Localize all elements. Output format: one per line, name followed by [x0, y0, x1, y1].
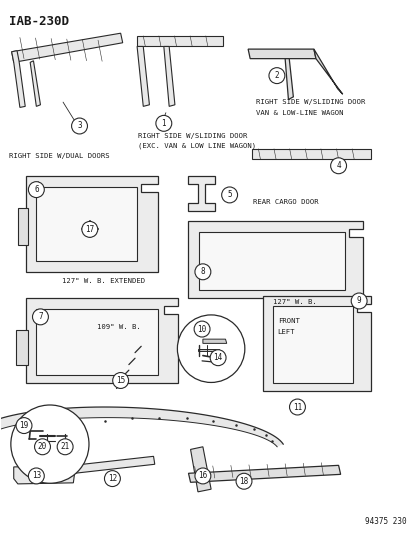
Circle shape	[112, 373, 128, 389]
Text: (EXC. VAN & LOW LINE WAGON): (EXC. VAN & LOW LINE WAGON)	[138, 143, 256, 149]
Circle shape	[350, 293, 366, 309]
Text: FRONT: FRONT	[277, 318, 299, 325]
Text: 18: 18	[239, 477, 248, 486]
Polygon shape	[26, 298, 178, 383]
Polygon shape	[30, 61, 40, 107]
Polygon shape	[36, 187, 137, 261]
Circle shape	[57, 439, 73, 455]
Text: 7: 7	[38, 312, 43, 321]
Text: RIGHT SIDE W/SLIDING DOOR: RIGHT SIDE W/SLIDING DOOR	[138, 133, 247, 139]
Circle shape	[28, 468, 44, 484]
Polygon shape	[188, 176, 215, 211]
Text: 94375 230: 94375 230	[364, 516, 406, 526]
Circle shape	[177, 315, 244, 383]
Polygon shape	[190, 447, 211, 492]
Polygon shape	[252, 149, 370, 159]
Circle shape	[195, 264, 210, 280]
Text: 15: 15	[116, 376, 125, 385]
Text: 13: 13	[32, 471, 41, 480]
Polygon shape	[197, 349, 219, 351]
Circle shape	[34, 439, 50, 455]
Text: 19: 19	[19, 421, 28, 430]
Text: 5: 5	[227, 190, 231, 199]
Polygon shape	[202, 339, 226, 343]
Polygon shape	[285, 59, 293, 100]
Polygon shape	[26, 176, 157, 272]
Circle shape	[268, 68, 284, 84]
Text: VAN & LOW-LINE WAGON: VAN & LOW-LINE WAGON	[256, 110, 343, 116]
Text: 8: 8	[200, 268, 205, 276]
Circle shape	[156, 115, 171, 131]
Circle shape	[194, 321, 209, 337]
Text: 109" W. B.: 109" W. B.	[97, 324, 140, 330]
Polygon shape	[137, 36, 223, 46]
Text: 16: 16	[198, 471, 207, 480]
Polygon shape	[188, 465, 340, 482]
Circle shape	[104, 471, 120, 487]
Text: 20: 20	[38, 442, 47, 451]
Text: 6: 6	[34, 185, 38, 194]
Circle shape	[11, 405, 89, 483]
Text: 11: 11	[292, 402, 301, 411]
Polygon shape	[73, 456, 154, 473]
Text: RIGHT SIDE W/SLIDING DOOR: RIGHT SIDE W/SLIDING DOOR	[256, 100, 365, 106]
Circle shape	[195, 468, 210, 484]
Circle shape	[221, 187, 237, 203]
Circle shape	[71, 118, 87, 134]
Polygon shape	[188, 221, 362, 298]
Polygon shape	[313, 49, 342, 94]
Text: REAR CARGO DOOR: REAR CARGO DOOR	[252, 199, 318, 205]
Text: 4: 4	[335, 161, 340, 170]
Circle shape	[210, 350, 225, 366]
Circle shape	[16, 418, 32, 433]
Text: 2: 2	[274, 71, 278, 80]
Polygon shape	[137, 46, 149, 107]
Polygon shape	[262, 296, 370, 391]
Text: 127" W. B.: 127" W. B.	[272, 300, 316, 305]
Circle shape	[83, 222, 97, 236]
Circle shape	[28, 182, 44, 198]
Text: 21: 21	[60, 442, 69, 451]
Text: 12: 12	[107, 474, 117, 483]
Circle shape	[330, 158, 346, 174]
Text: 17: 17	[85, 225, 94, 234]
Polygon shape	[247, 49, 315, 59]
Text: RIGHT SIDE W/DUAL DOORS: RIGHT SIDE W/DUAL DOORS	[9, 152, 109, 158]
Circle shape	[33, 309, 48, 325]
Circle shape	[289, 399, 305, 415]
Polygon shape	[164, 46, 175, 107]
Polygon shape	[12, 51, 25, 108]
Text: 1: 1	[161, 119, 166, 128]
Polygon shape	[36, 309, 157, 375]
Text: 127" W. B. EXTENDED: 127" W. B. EXTENDED	[62, 278, 145, 284]
Circle shape	[82, 221, 97, 237]
Polygon shape	[12, 33, 122, 62]
Polygon shape	[0, 407, 282, 447]
Text: 3: 3	[77, 122, 82, 131]
Polygon shape	[14, 465, 74, 484]
Circle shape	[235, 473, 252, 489]
Polygon shape	[16, 330, 28, 365]
Polygon shape	[272, 306, 352, 383]
Text: LEFT: LEFT	[277, 328, 294, 335]
Text: 10: 10	[197, 325, 206, 334]
Text: IAB-230D: IAB-230D	[9, 15, 69, 28]
Polygon shape	[18, 208, 28, 245]
Text: 9: 9	[356, 296, 361, 305]
Polygon shape	[198, 232, 344, 290]
Text: 14: 14	[213, 353, 222, 362]
